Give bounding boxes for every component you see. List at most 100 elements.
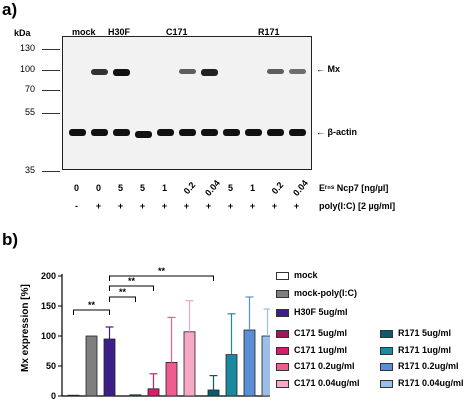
bar (207, 389, 220, 397)
ladder-tick (42, 49, 60, 50)
y-tick-label: 50 (46, 361, 56, 371)
e-value: 5 (117, 183, 124, 193)
significance-bracket (109, 285, 154, 291)
actin-band (245, 129, 262, 136)
e-value: 5 (139, 183, 146, 193)
legend-label: mock (294, 270, 318, 280)
kda-label: kDa (14, 28, 31, 38)
poly-value: + (139, 201, 146, 211)
poly-value: + (293, 201, 300, 211)
legend-swatch (380, 379, 393, 388)
y-tick-label: 100 (41, 331, 56, 341)
mx-band (179, 69, 196, 74)
poly-label: poly(I:C) [2 µg/ml] (319, 201, 396, 211)
legend-label: C171 5ug/ml (294, 328, 348, 338)
actin-band (179, 129, 196, 136)
actin-band (267, 129, 284, 136)
poly-value: + (227, 201, 234, 211)
actin-band (69, 129, 86, 136)
legend-label: R171 0.2ug/ml (398, 361, 459, 371)
legend-swatch (276, 363, 289, 371)
ladder-130: 130 (20, 43, 36, 53)
legend-label: mock-poly(I:C) (294, 288, 357, 298)
legend-label: C171 1ug/ml (294, 344, 348, 355)
panel-b-label: b) (2, 230, 19, 249)
legend-label: R171 0.04ug/ml (398, 377, 464, 388)
actin-band (113, 129, 130, 136)
actin-band (223, 129, 240, 136)
actin-label: ← β-actin (316, 127, 357, 137)
e-value: 0 (95, 183, 102, 193)
mx-band (267, 69, 284, 74)
legend-swatch (276, 330, 289, 338)
group-r171: R171 (258, 27, 280, 37)
significance-bracket (109, 296, 136, 302)
ladder-tick (42, 113, 60, 114)
poly-value: + (117, 201, 124, 211)
group-mock: mock (72, 27, 96, 37)
e-value: 0.04 (290, 178, 310, 198)
ladder-100: 100 (20, 64, 36, 74)
legend-swatch (380, 363, 393, 371)
e-value: 5 (227, 183, 234, 193)
poly-value: + (183, 201, 190, 211)
bar (67, 394, 80, 397)
ladder-55: 55 (25, 107, 36, 117)
significance-star: ** (128, 276, 136, 286)
poly-value: + (249, 201, 256, 211)
e-value: 0.2 (181, 179, 197, 197)
bar (147, 388, 160, 397)
bar (243, 329, 256, 397)
bar-chart: 0 50 100 150 200 ******** (41, 266, 270, 401)
bar (225, 354, 238, 397)
group-h30f: H30F (108, 27, 131, 37)
y-axis-label: Mx expression [%] (20, 284, 31, 372)
y-tick-label: 0 (51, 391, 56, 401)
ladder-tick (42, 90, 60, 91)
significance-bracket (73, 309, 110, 315)
actin-band (135, 131, 152, 138)
poly-value: + (161, 201, 168, 211)
e-value: 0.04 (202, 178, 222, 198)
legend-swatch (276, 309, 289, 317)
legend-swatch (276, 290, 289, 298)
legend-label: C171 0.04ug/ml (294, 377, 360, 388)
actin-band (201, 129, 218, 136)
actin-band (157, 129, 174, 136)
legend-label: R171 5ug/ml (398, 328, 452, 338)
bar (183, 331, 196, 397)
poly-value: + (271, 201, 278, 211)
e-label: Eʳⁿˢ Ncp7 [ng/µl] (319, 183, 389, 193)
ladder-tick (42, 70, 60, 71)
legend-swatch (276, 379, 289, 388)
ladder-tick (42, 171, 60, 172)
actin-band (91, 129, 108, 136)
poly-value: + (205, 201, 212, 211)
e-value: 0 (73, 183, 80, 193)
group-c171: C171 (166, 27, 188, 37)
legend-swatch (380, 346, 393, 355)
legend-swatch (276, 346, 289, 355)
western-blot (62, 36, 312, 170)
legend-label: R171 1ug/ml (398, 344, 452, 355)
e-value: 1 (161, 183, 168, 193)
legend-label: C171 0.2ug/ml (294, 361, 355, 371)
significance-star: ** (119, 287, 127, 297)
bar (261, 335, 270, 397)
significance-brackets: ******** (73, 266, 214, 315)
e-value: 1 (249, 183, 256, 193)
y-tick-label: 200 (41, 271, 56, 281)
bar (129, 394, 142, 397)
legend-swatch (276, 272, 289, 280)
e-value: 0.2 (269, 179, 285, 197)
bar (165, 362, 178, 397)
bar (103, 338, 116, 397)
bars (67, 296, 270, 397)
ladder-35: 35 (25, 165, 36, 175)
panel-a-label: a) (2, 0, 18, 19)
y-tick-label: 150 (41, 301, 56, 311)
bar (85, 335, 98, 397)
ladder-70: 70 (25, 84, 36, 94)
mx-band (91, 69, 108, 75)
